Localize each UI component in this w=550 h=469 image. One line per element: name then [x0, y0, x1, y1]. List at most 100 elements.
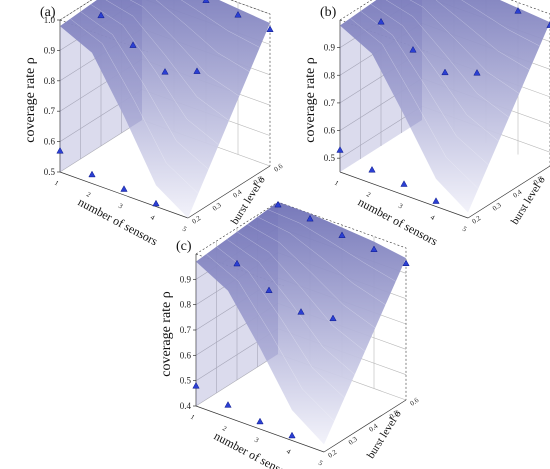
surface-contour	[409, 0, 520, 94]
data-point	[338, 231, 346, 238]
z-tick-label: 0.5	[44, 167, 56, 177]
y-tick-label: 0.5	[388, 409, 400, 421]
surface	[60, 0, 270, 218]
data-point	[202, 0, 210, 3]
x-axis-line	[339, 171, 469, 219]
y-axis-label: burst level σ	[365, 408, 404, 461]
y-tick-label: 0.5	[532, 175, 544, 187]
top-frame-edge	[59, 0, 271, 166]
z-axis-label: coverage rate ρ	[23, 57, 38, 142]
data-points	[192, 200, 410, 439]
z-tick-label: 0.7	[324, 98, 336, 108]
surface-contour	[247, 224, 376, 329]
surface-contour	[350, 18, 479, 189]
y-tick-label: 0.4	[232, 188, 244, 200]
data-points	[336, 7, 550, 204]
data-point	[336, 146, 344, 153]
data-points	[56, 0, 274, 207]
data-point	[473, 69, 481, 76]
panel-label: (b)	[320, 5, 337, 20]
z-tick-label: 0.4	[180, 401, 192, 411]
data-point	[193, 67, 201, 74]
z-ticks: 0.5 0.6 0.7 0.8 0.9	[324, 43, 340, 163]
surface-contour	[385, 0, 510, 118]
data-point	[514, 7, 522, 14]
x-tick-label: 3	[397, 202, 404, 211]
z-axis-label: coverage rate ρ	[159, 291, 174, 376]
y-tick-label: 0.2	[471, 214, 483, 226]
top-frame	[195, 201, 407, 400]
surface-contour	[80, 11, 209, 170]
surface-contours	[70, 0, 260, 194]
x-tick-label: 2	[221, 424, 228, 433]
top-frame-edge	[195, 201, 407, 400]
data-point	[546, 21, 550, 28]
data-point	[266, 25, 274, 33]
data-point	[152, 199, 160, 207]
data-point	[400, 180, 408, 187]
surface-contour	[180, 0, 260, 48]
data-point	[274, 200, 282, 208]
x-tick-label: 5	[461, 225, 468, 234]
y-tick-label: 0.4	[512, 188, 524, 200]
x-tick-label: 2	[365, 190, 372, 199]
y-axis-line	[187, 165, 271, 219]
surface-contour	[435, 0, 530, 70]
surface-side	[60, 0, 142, 172]
x-tick-label: 2	[85, 190, 92, 199]
panel-label: (c)	[176, 239, 192, 254]
data-point	[224, 401, 232, 408]
data-point	[129, 41, 137, 48]
z-tick-label: 0.6	[324, 126, 336, 136]
surface-contour	[206, 253, 335, 422]
y-ticks: 0.2 0.3 0.4 0.5 0.6	[191, 162, 285, 226]
z-tick-label: 1.0	[44, 15, 56, 25]
surface-contour	[267, 209, 396, 282]
surface	[196, 202, 406, 445]
z-tick-label: 0.8	[180, 300, 192, 310]
z-ticks: 0.4 0.5 0.6 0.7 0.8 0.9	[180, 274, 196, 411]
panel-2: 0.40.50.60.70.80.9123450.20.30.40.50.6(c…	[159, 200, 421, 469]
z-tick-label: 0.9	[324, 43, 336, 53]
z-axis-label: coverage rate ρ	[303, 57, 318, 142]
x-axis-label: number of sensors	[212, 429, 297, 469]
surface-contour	[155, 0, 250, 72]
x-tick-label: 5	[181, 225, 188, 234]
y-tick-label: 0.2	[191, 214, 203, 226]
surface-contours	[350, 0, 540, 189]
z-tick-label: 0.6	[44, 137, 56, 147]
surface-contour	[129, 0, 240, 97]
x-tick-label: 3	[117, 202, 124, 211]
panel-1: 0.5 0.6 0.7 0.8 0.9 1 2 3 4 50.2 0.3 0.4 0.5 0.6 (b) co…	[303, 0, 550, 248]
data-point	[161, 68, 169, 75]
data-point	[329, 314, 337, 322]
z-tick-label: 0.7	[180, 325, 192, 335]
surface-contour	[370, 3, 499, 142]
data-point	[432, 197, 440, 204]
z-tick-label: 0.9	[180, 274, 192, 284]
top-frame	[59, 0, 271, 166]
data-point	[288, 431, 296, 439]
surface-contour	[257, 216, 386, 305]
data-point	[306, 214, 314, 222]
z-tick-label: 0.7	[44, 106, 56, 116]
surface-contour	[90, 4, 219, 146]
data-point	[265, 286, 273, 293]
y-axis-label: burst level σ	[509, 174, 548, 227]
y-tick-label: 0.6	[273, 162, 285, 174]
surface-contour	[360, 10, 489, 166]
x-tick-label: 1	[189, 413, 196, 422]
y-tick-label: 0.4	[368, 422, 380, 434]
x-tick-label: 1	[333, 179, 340, 188]
z-tick-label: 0.8	[44, 76, 56, 86]
z-tick-label: 0.6	[180, 350, 192, 360]
z-tick-label: 0.8	[324, 70, 336, 80]
y-tick-label: 0.5	[252, 175, 264, 187]
x-tick-label: 3	[253, 436, 260, 445]
x-tick-label: 1	[53, 179, 60, 188]
surface-contour	[70, 18, 199, 194]
y-tick-label: 0.3	[347, 435, 359, 447]
y-tick-label: 0.2	[327, 448, 339, 460]
axis-frame	[59, 20, 271, 219]
x-tick-label: 4	[149, 213, 156, 222]
